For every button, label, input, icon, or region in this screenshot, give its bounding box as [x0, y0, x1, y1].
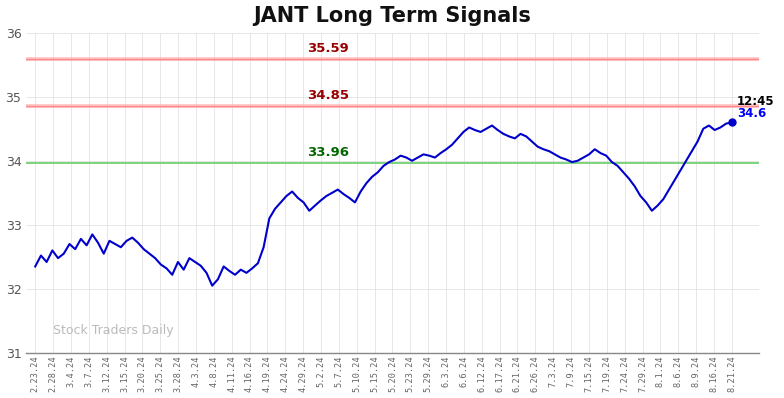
Text: 34.85: 34.85	[307, 90, 349, 102]
Bar	[27, 104, 759, 108]
Point	[725, 119, 738, 125]
Title: JANT Long Term Signals: JANT Long Term Signals	[253, 6, 532, 25]
Bar	[27, 57, 759, 61]
Text: 33.96: 33.96	[307, 146, 349, 160]
Text: 34.6: 34.6	[737, 107, 767, 120]
Text: Stock Traders Daily: Stock Traders Daily	[53, 324, 174, 337]
Text: 12:45: 12:45	[737, 95, 775, 108]
Text: 35.59: 35.59	[307, 42, 348, 55]
